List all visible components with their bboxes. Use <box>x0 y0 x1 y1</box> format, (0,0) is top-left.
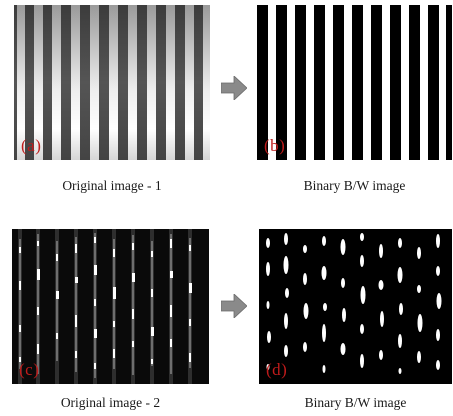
caption-original-image-2: Original image - 2 <box>60 395 161 410</box>
grating-image-c <box>12 229 209 384</box>
grating-image-a <box>14 5 210 160</box>
caption-binary-image-bottom: Binary B/W image <box>304 395 407 410</box>
panel-a-tag: (a) <box>21 136 42 155</box>
binary-image-b <box>257 5 452 160</box>
panel-b-tag: (b) <box>264 136 286 155</box>
panel-c-original-image-2: (c) <box>12 229 209 384</box>
panel-b-binary-image: (b) <box>257 5 452 160</box>
right-arrow-icon <box>221 294 247 318</box>
caption-original-image-1: Original image - 1 <box>62 178 162 193</box>
panel-c-tag: (c) <box>19 360 40 379</box>
right-arrow-icon <box>221 76 247 100</box>
panel-d-binary-image: (d) <box>259 229 452 384</box>
binary-image-d <box>259 229 452 384</box>
caption-binary-image-top: Binary B/W image <box>303 178 406 193</box>
panel-a-original-image-1: (a) <box>14 5 210 160</box>
panel-d-tag: (d) <box>266 360 288 379</box>
